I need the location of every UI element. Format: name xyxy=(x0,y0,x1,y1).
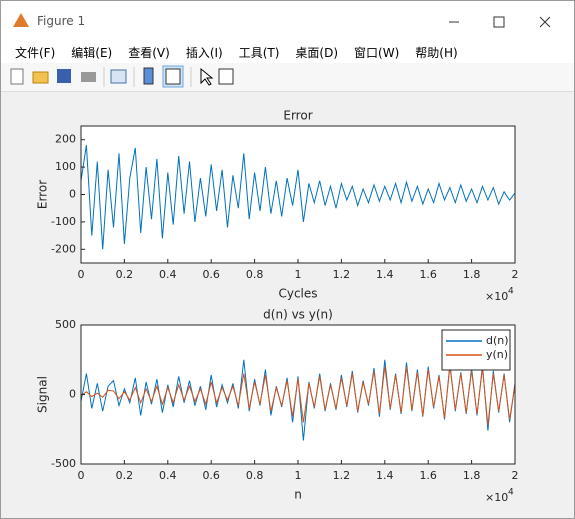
x-tick-label: 0.2 xyxy=(116,469,134,482)
toolbar xyxy=(1,63,574,92)
x-tick-label: 1 xyxy=(295,268,302,281)
x-axis-label: n xyxy=(294,488,302,502)
x-tick-label: 0 xyxy=(78,469,85,482)
property-icon[interactable] xyxy=(218,68,234,85)
x-tick-label: 0.2 xyxy=(116,268,134,281)
maximize-button[interactable] xyxy=(493,16,505,28)
link-icon[interactable] xyxy=(110,69,127,84)
data-line xyxy=(80,145,516,250)
menu-item[interactable]: 帮助(H) xyxy=(415,46,458,60)
chart-title: d(n) vs y(n) xyxy=(263,308,333,322)
y-tick-label: -100 xyxy=(51,215,76,228)
colorbar-icon[interactable] xyxy=(143,67,154,85)
app-icon xyxy=(13,13,29,27)
menu-item[interactable]: 查看(V) xyxy=(128,46,170,60)
new-icon[interactable] xyxy=(10,68,24,85)
chart-title: Error xyxy=(283,109,312,123)
x-axis-label: Cycles xyxy=(278,287,317,301)
y-tick-label: -200 xyxy=(51,242,76,255)
menu-item[interactable]: 文件(F) xyxy=(15,46,56,60)
data-line xyxy=(80,366,516,426)
legend-label: y(n) xyxy=(486,348,508,361)
legend-box xyxy=(441,329,511,371)
toolbar-icons xyxy=(10,65,234,88)
menu-bar: 文件(F) 编辑(E) 查看(V) 插入(I) 工具(T) 桌面(D) 窗口(W) 帮助(H) xyxy=(1,41,574,63)
pointer-icon[interactable] xyxy=(200,67,214,86)
save-icon[interactable] xyxy=(57,69,71,83)
y-axis-label: Error xyxy=(36,180,50,209)
figure-canvas: Error 0 0.2 0.4 0.6 0.8 1 1.2 1.4 1.6 1.8 2 -200 -100… xyxy=(36,109,519,505)
x-tick-label: 1.2 xyxy=(333,469,351,482)
y-tick-label: 100 xyxy=(55,160,76,173)
y-tick-label: 0 xyxy=(69,188,76,201)
menu-item[interactable]: 插入(I) xyxy=(185,46,223,60)
x-tick-label: 1 xyxy=(295,469,302,482)
legend-icon[interactable] xyxy=(165,68,181,85)
x-tick-label: 1.6 xyxy=(419,268,437,281)
y-tick-label: 200 xyxy=(55,133,76,146)
y-tick-label: 0 xyxy=(69,388,76,401)
x-tick-label: 2 xyxy=(512,268,519,281)
y-axis-label: Signal xyxy=(36,376,50,413)
x-tick-label: 1.6 xyxy=(419,469,437,482)
open-icon[interactable] xyxy=(32,71,49,84)
print-icon[interactable] xyxy=(81,72,96,82)
x-exponent-power: 4 xyxy=(508,488,514,498)
x-tick-label: 2 xyxy=(512,469,519,482)
x-tick-label: 1.8 xyxy=(463,268,481,281)
title-bar: Figure 1 xyxy=(1,1,574,41)
x-tick-label: 1.4 xyxy=(376,469,394,482)
x-tick-label: 1.2 xyxy=(333,268,351,281)
x-tick-label: 0.4 xyxy=(159,268,177,281)
x-tick-label: 0.6 xyxy=(202,268,220,281)
x-tick-label: 0.6 xyxy=(202,469,220,482)
x-tick-label: 0.8 xyxy=(246,469,264,482)
x-exponent-base: ×10 xyxy=(485,491,508,504)
menu-item[interactable]: 桌面(D) xyxy=(295,46,339,60)
close-button[interactable] xyxy=(539,16,551,28)
x-tick-label: 0 xyxy=(78,268,85,281)
axes-background xyxy=(81,126,515,263)
y-tick-label: -500 xyxy=(51,457,76,470)
axes-box xyxy=(80,125,516,264)
legend-label: d(n) xyxy=(486,334,509,347)
x-tick-label: 0.4 xyxy=(159,469,177,482)
title-icons xyxy=(13,13,551,28)
window-title: Figure 1 xyxy=(37,14,86,28)
menu-item[interactable]: 窗口(W) xyxy=(354,46,400,60)
x-tick-label: 1.4 xyxy=(376,268,394,281)
axes-box xyxy=(80,324,516,465)
x-tick-label: 1.8 xyxy=(463,469,481,482)
x-exponent-power: 4 xyxy=(508,287,514,297)
x-exponent-base: ×10 xyxy=(485,290,508,303)
y-tick-label: 500 xyxy=(55,318,76,331)
x-tick-label: 0.8 xyxy=(246,268,264,281)
menu-item[interactable]: 工具(T) xyxy=(238,46,280,60)
menu-item[interactable]: 编辑(E) xyxy=(71,46,113,60)
